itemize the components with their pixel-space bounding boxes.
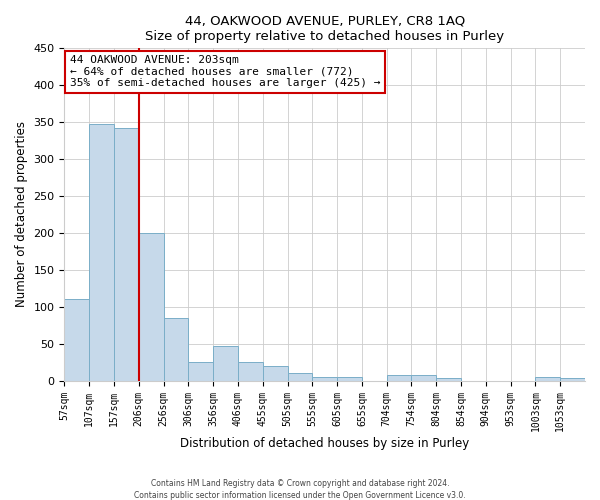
Bar — [386, 376, 412, 380]
Bar — [412, 376, 436, 380]
Bar — [114, 128, 139, 380]
Title: 44, OAKWOOD AVENUE, PURLEY, CR8 1AQ
Size of property relative to detached houses: 44, OAKWOOD AVENUE, PURLEY, CR8 1AQ Size… — [145, 15, 504, 43]
Bar — [313, 377, 337, 380]
Bar — [139, 233, 164, 380]
Bar — [64, 300, 89, 380]
Bar — [89, 124, 114, 380]
Bar — [337, 377, 362, 380]
Bar — [287, 373, 313, 380]
Bar — [164, 318, 188, 380]
Bar — [560, 378, 585, 380]
Text: Contains HM Land Registry data © Crown copyright and database right 2024.
Contai: Contains HM Land Registry data © Crown c… — [134, 478, 466, 500]
Bar — [535, 377, 560, 380]
X-axis label: Distribution of detached houses by size in Purley: Distribution of detached houses by size … — [180, 437, 469, 450]
Y-axis label: Number of detached properties: Number of detached properties — [15, 122, 28, 308]
Bar — [263, 366, 287, 380]
Bar — [188, 362, 213, 380]
Bar — [238, 362, 263, 380]
Bar — [213, 346, 238, 380]
Bar — [436, 378, 461, 380]
Text: 44 OAKWOOD AVENUE: 203sqm
← 64% of detached houses are smaller (772)
35% of semi: 44 OAKWOOD AVENUE: 203sqm ← 64% of detac… — [70, 55, 380, 88]
